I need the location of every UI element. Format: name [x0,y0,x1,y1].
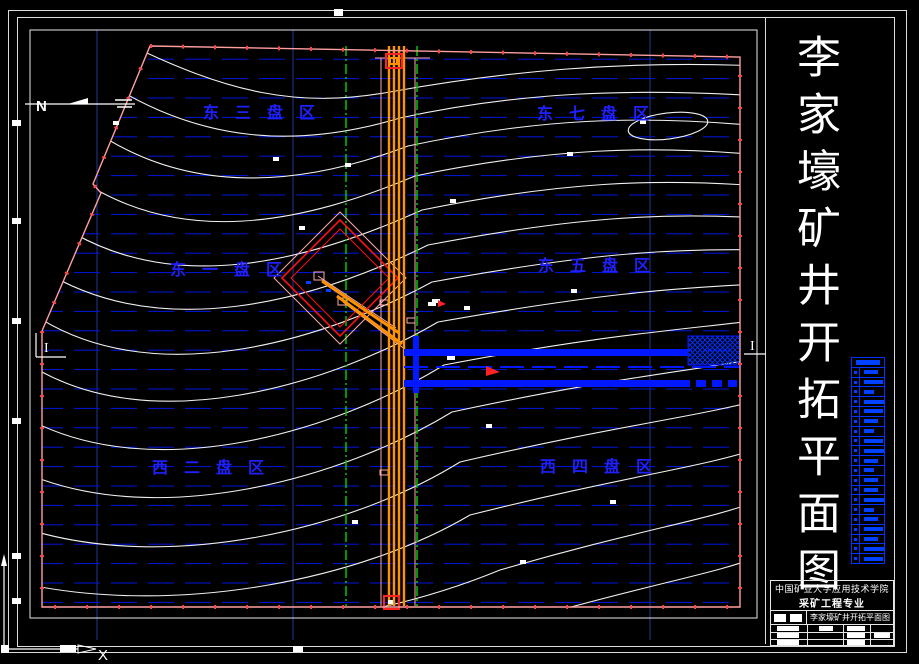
legend-row [852,386,884,397]
svg-text:I: I [750,339,755,354]
legend-row [852,543,884,554]
svg-text:I: I [44,341,49,356]
district-label-east3: 东三盘区 [203,103,331,122]
survey-markers [113,120,646,564]
axis-x-label: X [98,647,108,664]
shaft-boxes [383,53,403,610]
drawing-title-vertical: 李家壕矿井开拓平面图 [789,34,840,604]
panel-centerlines [345,46,418,606]
field-boundary [40,43,742,609]
title-block: 中国矿业大学应用技术学院 采矿工程专业 李家壕矿井开拓平面图 [770,580,894,646]
legend-header [852,358,884,367]
legend-row [852,523,884,534]
legend-row [852,445,884,456]
frame-tick [334,9,343,16]
legend-row [852,376,884,387]
frame-tick [12,318,21,324]
panel-divider [765,18,766,644]
major-name: 采矿工程专业 [799,598,865,610]
sheet-outer-border [8,10,907,653]
legend-row [852,425,884,436]
title-block-name-row: 李家壕矿井开拓平面图 [771,611,893,625]
map-border [29,29,758,619]
legend-row [852,415,884,426]
legend-row [852,455,884,465]
title-block-grid [771,625,893,646]
legend-row [852,494,884,505]
bold-roadways [404,335,741,393]
frame-tick [12,553,21,559]
north-label: N [36,98,47,115]
legend-row [852,533,884,544]
district-label-west4: 西四盘区 [540,457,668,476]
frame-tick [12,120,21,126]
ucs-axis-icon: X [1,554,108,664]
legend-row [852,484,884,495]
legend-row [852,406,884,416]
district-label-east1: 东一盘区 [170,260,298,279]
main-shafts [321,46,406,606]
legend-row [852,504,884,514]
legend-row [852,474,884,485]
frame-tick [293,646,303,652]
face-direction-arrow [486,366,500,376]
school-name: 中国矿业大学应用技术学院 [774,583,889,594]
section-marker-right: I [744,339,766,355]
legend-row [852,464,884,475]
legend-row [852,366,884,377]
title-block-school: 中国矿业大学应用技术学院 采矿工程专业 [771,581,893,611]
legend-row [852,396,884,407]
sheet-inner-border [17,17,895,647]
legend-row [852,435,884,446]
title-block-small-cells [771,611,807,624]
district-label-west2: 西二盘区 [152,458,280,477]
frame-tick [12,418,21,424]
title-block-drawing-name: 李家壕矿井开拓平面图 [810,613,890,622]
section-marker-left: I [35,333,66,358]
frame-tick [12,218,21,224]
legend-row [852,514,884,524]
district-label-east5: 东五盘区 [538,256,666,275]
frame-tick [12,598,21,604]
legend-table [851,357,885,564]
mined-out-block [687,335,741,366]
north-arrow: N [25,98,135,115]
industrial-site-diamond [273,211,407,345]
district-label-east7: 东七盘区 [537,104,665,123]
legend-row [852,553,884,564]
face-direction-arrow [438,300,446,307]
